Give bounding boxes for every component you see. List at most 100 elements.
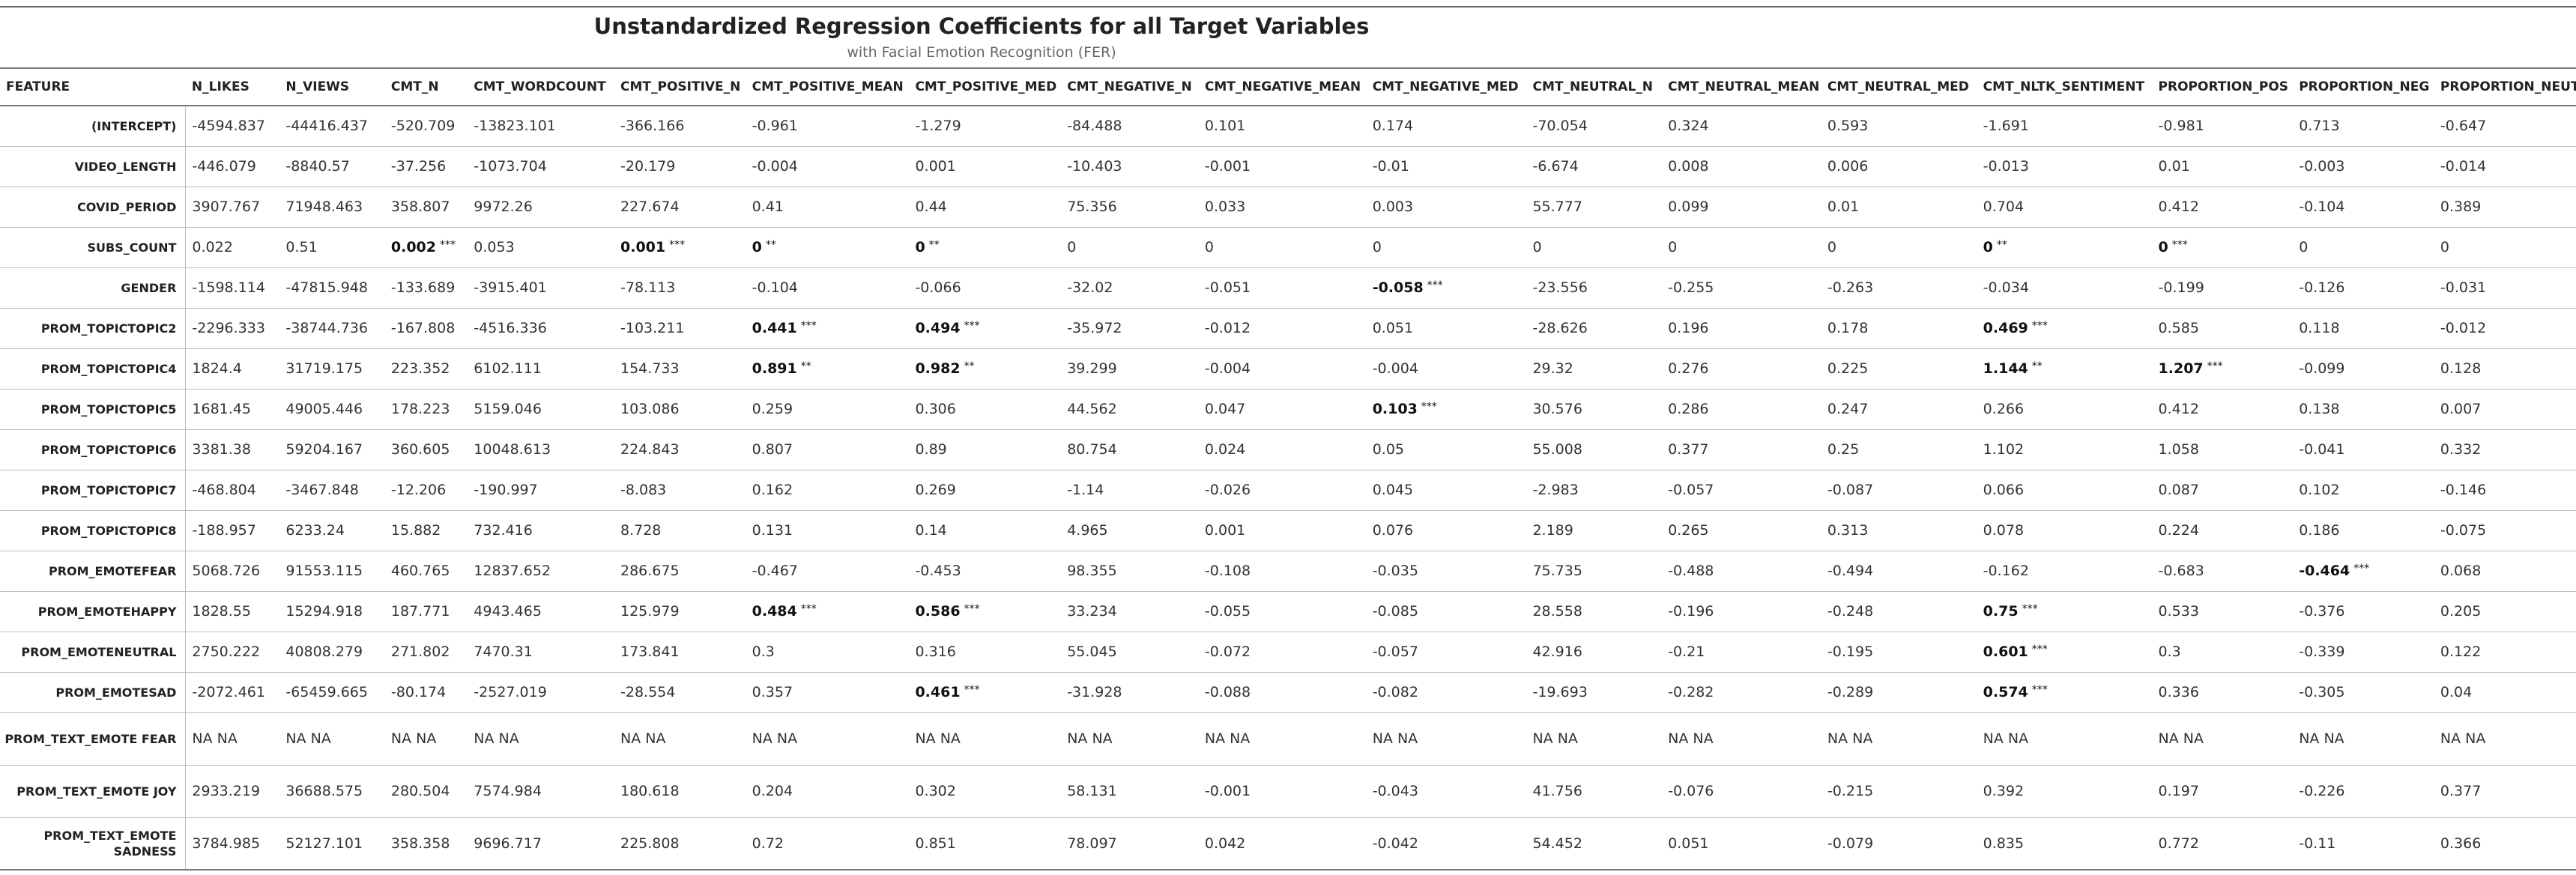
- coefficient-cell: 0.006: [1821, 146, 1977, 187]
- coefficient-cell: 49005.446: [279, 389, 385, 430]
- coefficient-value: -0.085: [1372, 603, 1418, 620]
- coefficient-cell: -0.305: [2293, 672, 2434, 713]
- coefficient-cell: -1073.704: [468, 146, 614, 187]
- coefficient-value: 0.068: [2440, 563, 2482, 579]
- table-row: VIDEO_LENGTH -446.079 -8840.57 -37.256 -1073…: [0, 146, 2576, 187]
- column-header: CMT_N: [384, 67, 468, 106]
- coefficient-cell: 0.178: [1821, 308, 1977, 349]
- coefficient-cell: 0.186: [2293, 510, 2434, 551]
- coefficient-value: 0.205: [2440, 603, 2482, 620]
- coefficient-value: -1598.114: [192, 279, 265, 296]
- coefficient-cell: -28.626: [1526, 308, 1663, 349]
- coefficient-value: 91553.115: [285, 563, 363, 579]
- coefficient-cell: -0.012: [1198, 308, 1367, 349]
- coefficient-value: 125.979: [620, 603, 680, 620]
- coefficient-value: 0.174: [1372, 118, 1414, 135]
- feature-name: PROM_TOPICTOPIC4: [0, 348, 187, 390]
- coefficient-cell: 30.576: [1526, 389, 1663, 430]
- coefficient-cell: -0.453: [909, 551, 1062, 592]
- coefficient-value: -47815.948: [285, 279, 368, 296]
- coefficient-cell: 0.51: [279, 227, 385, 268]
- column-header: CMT_NEGATIVE_MED: [1366, 67, 1527, 106]
- coefficient-cell: NA NA: [1821, 712, 1977, 766]
- coefficient-cell: 0.851: [909, 817, 1062, 871]
- coefficient-value: -0.305: [2299, 684, 2345, 700]
- significance-stars: **: [928, 239, 940, 251]
- coefficient-cell: 0: [1662, 227, 1821, 268]
- coefficient-value: 0.601: [1983, 644, 2028, 660]
- coefficient-cell: 3381.38: [185, 429, 280, 470]
- coefficient-value: 0.122: [2440, 644, 2482, 660]
- coefficient-value: 0.224: [2158, 522, 2199, 539]
- coefficient-value: 0.586: [915, 603, 961, 620]
- coefficient-value: 0.412: [2158, 199, 2199, 215]
- coefficient-cell: 187.771: [384, 591, 468, 632]
- coefficient-value: 75.356: [1067, 199, 1117, 215]
- coefficient-value: 286.675: [620, 563, 680, 579]
- table-row: PROM_EMOTENEUTRAL 2750.222 40808.279 271.80…: [0, 632, 2576, 673]
- coefficient-cell: 0.313: [1821, 510, 1977, 551]
- table-body: (INTERCEPT) -4594.837 -44416.437 -520.709 -1…: [0, 106, 2576, 871]
- coefficient-value: 0.484: [752, 603, 797, 620]
- coefficient-value: NA NA: [915, 730, 961, 747]
- coefficient-value: 0: [1067, 239, 1077, 255]
- coefficient-cell: 40808.279: [279, 632, 385, 673]
- coefficient-value: 178.223: [390, 401, 450, 417]
- coefficient-value: 0.851: [915, 835, 956, 852]
- coefficient-cell: -8840.57: [279, 146, 385, 187]
- coefficient-value: 7470.31: [474, 644, 533, 660]
- coefficient-value: 0.118: [2299, 320, 2340, 336]
- coefficient-value: 0: [915, 239, 925, 255]
- coefficient-cell: -10.403: [1061, 146, 1199, 187]
- coefficient-cell: -0.013: [1977, 146, 2153, 187]
- coefficient-cell: 0.024: [1198, 429, 1367, 470]
- coefficient-cell: -468.804: [185, 470, 280, 511]
- coefficient-value: NA NA: [2440, 730, 2486, 747]
- coefficient-value: 6233.24: [285, 522, 345, 539]
- coefficient-cell: 0.197: [2152, 765, 2294, 818]
- table-row: COVID_PERIOD 3907.767 71948.463 358.807 9972…: [0, 187, 2576, 228]
- coefficient-value: 3907.767: [192, 199, 261, 215]
- coefficient-value: -0.108: [1204, 563, 1251, 579]
- coefficient-value: 0.008: [1668, 158, 1709, 175]
- coefficient-value: -1.279: [915, 118, 961, 135]
- feature-name: PROM_TOPICTOPIC5: [0, 389, 187, 430]
- coefficient-cell: -188.957: [185, 510, 280, 551]
- coefficient-cell: 0.574 ***: [1977, 672, 2153, 713]
- table-row: (INTERCEPT) -4594.837 -44416.437 -520.709 -1…: [0, 106, 2576, 147]
- coefficient-cell: -0.215: [1821, 765, 1977, 818]
- coefficient-cell: 75.356: [1061, 187, 1199, 228]
- coefficient-cell: -0.035: [1366, 551, 1527, 592]
- coefficient-value: -70.054: [1532, 118, 1588, 135]
- coefficient-cell: -0.004: [1198, 348, 1367, 390]
- coefficient-cell: -0.079: [1821, 817, 1977, 871]
- coefficient-cell: -8.083: [614, 470, 746, 511]
- coefficient-value: 29.32: [1532, 360, 1573, 377]
- coefficient-cell: -0.085: [1366, 591, 1527, 632]
- table-title: Unstandardized Regression Coefficients f…: [593, 13, 1370, 39]
- coefficient-value: -0.289: [1827, 684, 1874, 700]
- coefficient-value: 0.007: [2440, 401, 2482, 417]
- coefficient-value: -520.709: [390, 118, 456, 135]
- coefficient-value: 0.772: [2158, 835, 2199, 852]
- coefficient-value: NA NA: [285, 730, 331, 747]
- coefficient-value: 732.416: [474, 522, 533, 539]
- coefficient-cell: 5159.046: [468, 389, 614, 430]
- coefficients-table: FEATURE N_LIKES N_VIEWS CMT_N CMT_WORDCOUNT C…: [0, 67, 2576, 871]
- coefficient-cell: -12.206: [384, 470, 468, 511]
- coefficient-value: 52127.101: [285, 835, 363, 852]
- coefficient-value: -0.104: [2299, 199, 2345, 215]
- coefficient-cell: 0.001: [909, 146, 1062, 187]
- coefficient-cell: NA NA: [1366, 712, 1527, 766]
- coefficient-value: -0.494: [1827, 563, 1874, 579]
- column-header: CMT_POSITIVE_MEAN: [746, 67, 910, 106]
- coefficient-value: 2933.219: [192, 783, 261, 799]
- coefficient-value: 0.078: [1983, 522, 2025, 539]
- coefficient-cell: 0.053: [468, 227, 614, 268]
- coefficient-value: 0.3: [2158, 644, 2181, 660]
- coefficient-cell: 0.205: [2434, 591, 2576, 632]
- coefficient-cell: -1598.114: [185, 267, 280, 309]
- table-row: PROM_TEXT_EMOTE FEAR NA NA NA NA NA NA NA NA…: [0, 712, 2576, 766]
- coefficient-value: 0.72: [752, 835, 784, 852]
- significance-stars: ***: [2031, 320, 2048, 332]
